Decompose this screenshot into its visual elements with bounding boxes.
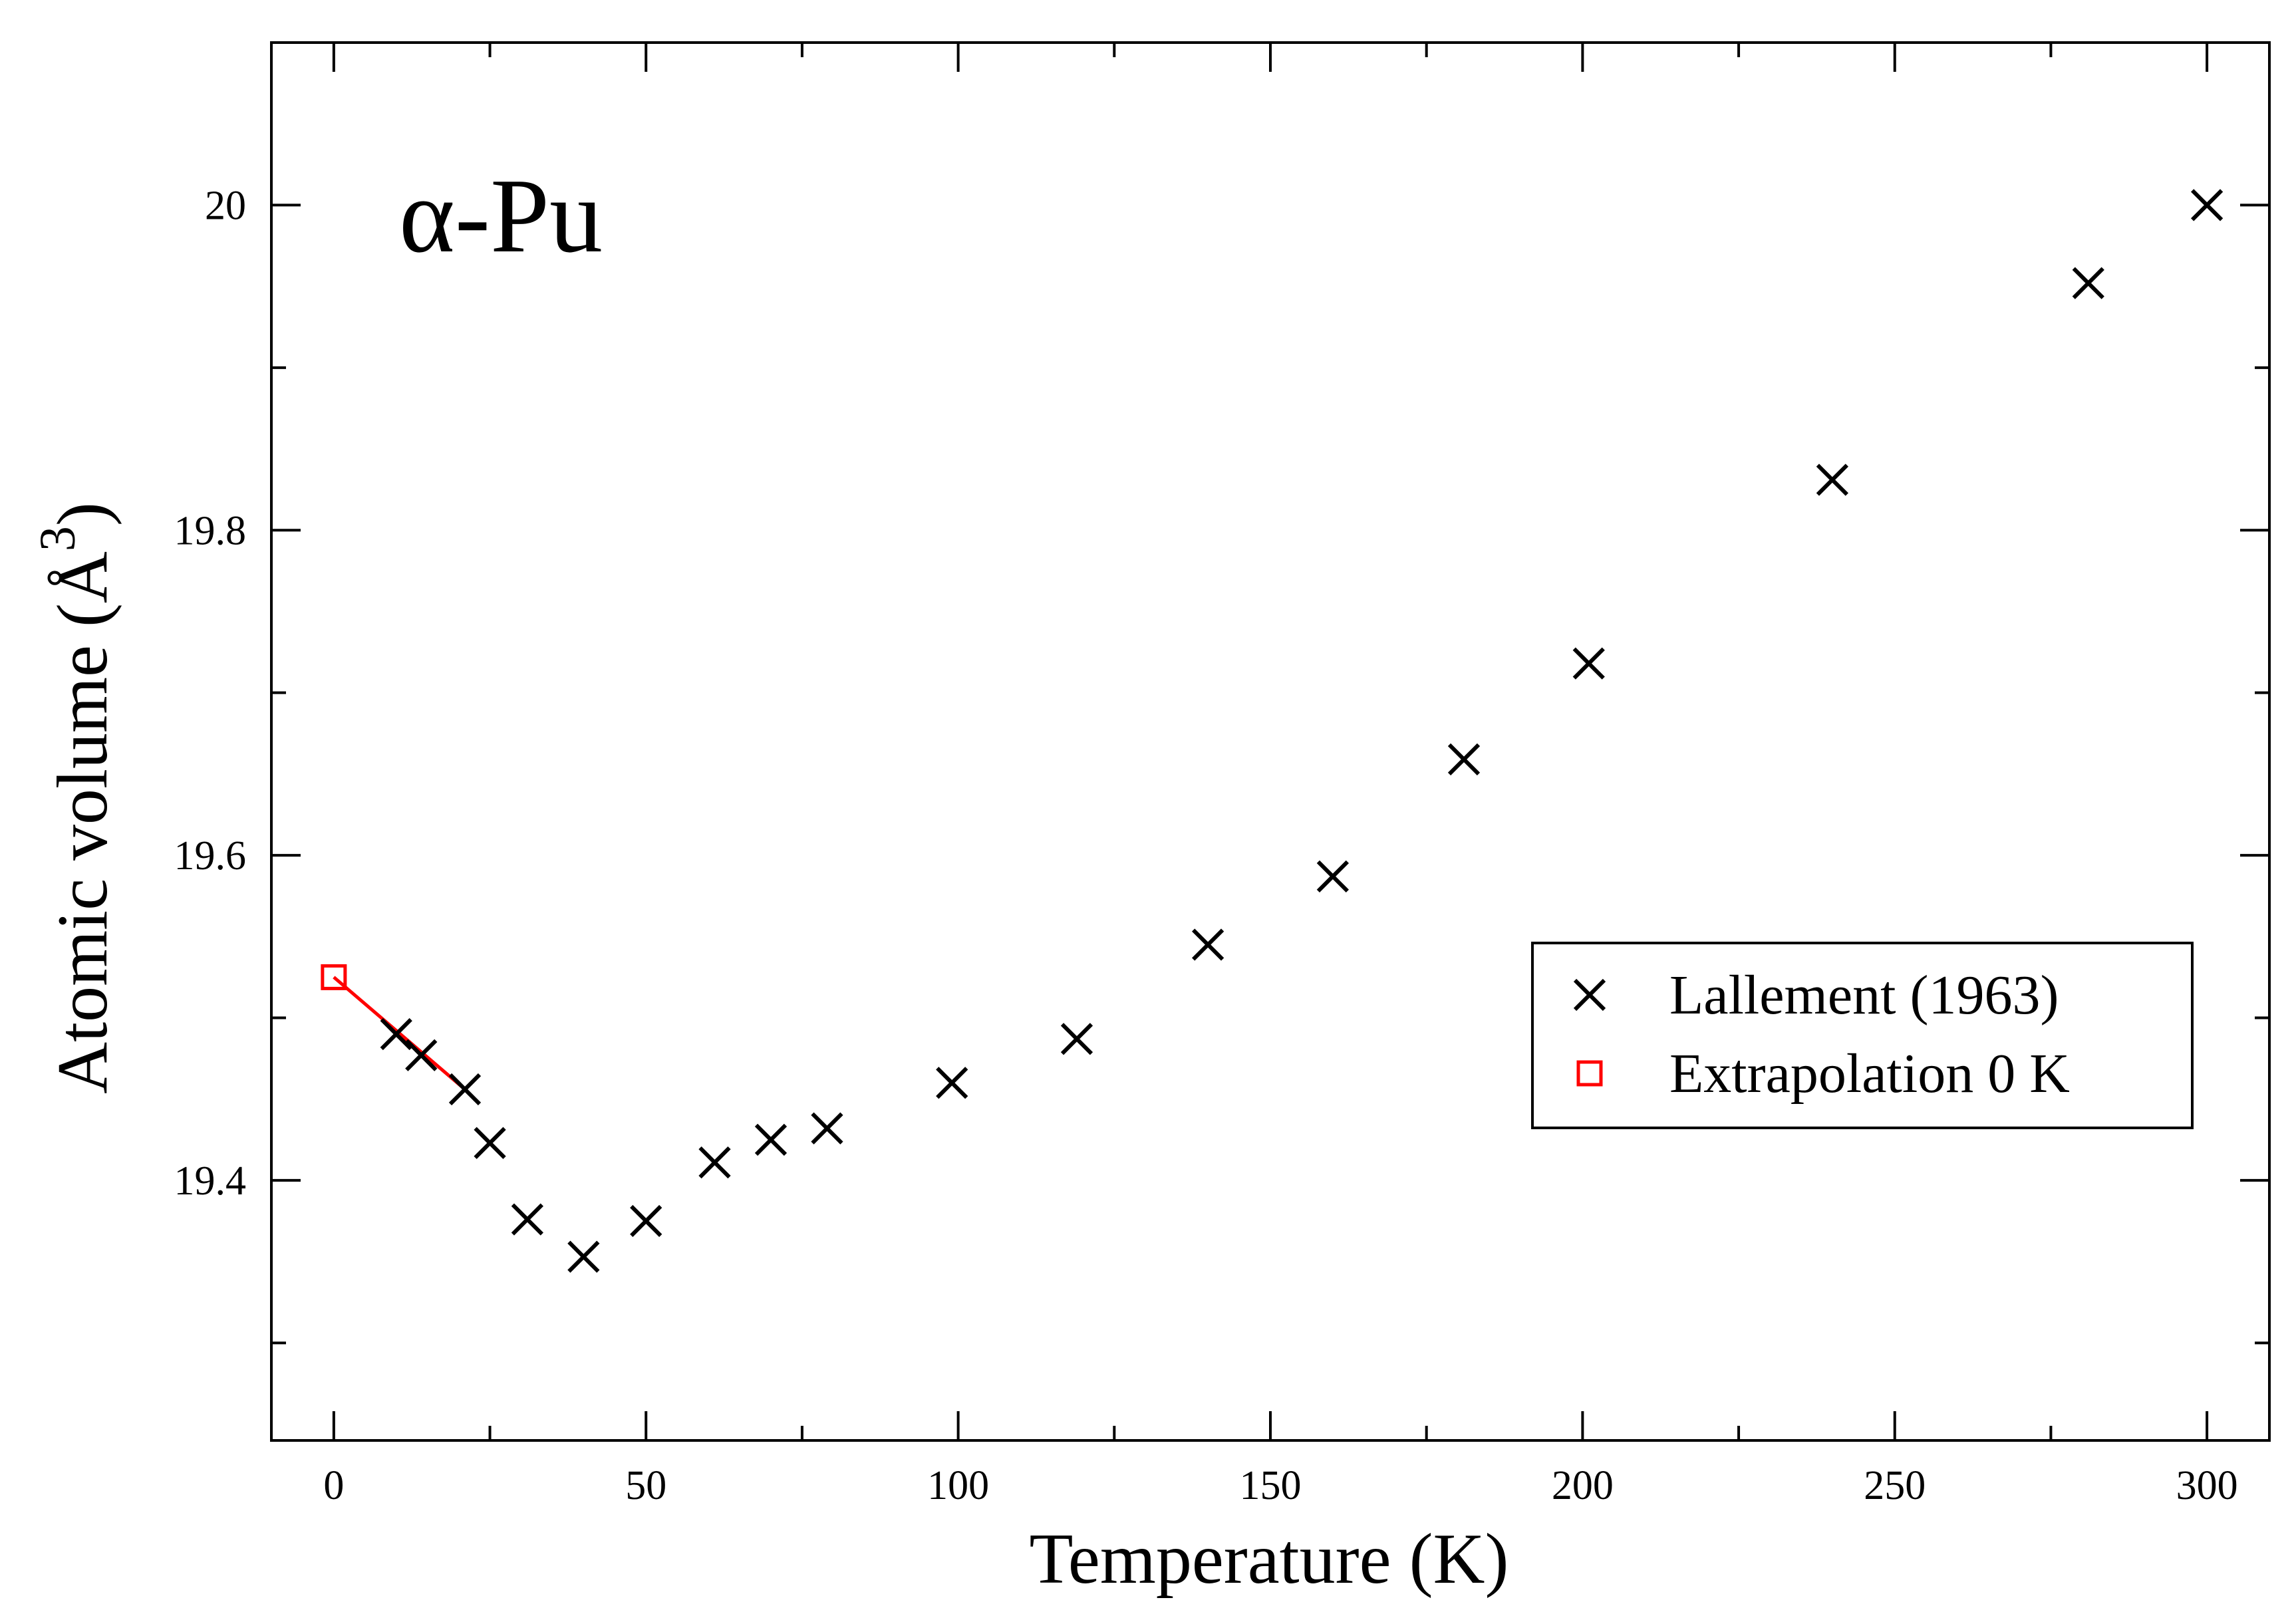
data-point-lallement [1816, 464, 1848, 496]
data-point-lallement-stroke [448, 1073, 482, 1106]
y-axis-title-superscript: 3 [30, 526, 86, 551]
legend-marker-extrapolation [1576, 1060, 1603, 1087]
data-point-lallement [511, 1203, 544, 1236]
data-point-lallement [474, 1127, 506, 1159]
data-point-lallement [1316, 860, 1349, 892]
chart-annotation: α-Pu [399, 156, 603, 275]
plot-area-frame [270, 41, 2271, 1442]
y-axis-title-prefix: Atomic volume ( [43, 603, 122, 1094]
data-point-lallement-stroke [380, 1017, 412, 1051]
x-tick-label: 100 [927, 1463, 989, 1508]
data-point-lallement-stroke [511, 1203, 544, 1236]
x-tick-label: 200 [1552, 1463, 1614, 1508]
data-point-lallement-stroke [567, 1240, 600, 1273]
x-axis-title: Temperature (K) [1029, 1520, 1508, 1599]
legend-label-lallement: Lallement (1963) [1669, 964, 2059, 1026]
tick-labels: 0 50 100 150 200 250 300 19.4 19.6 19.8 20 [174, 183, 2238, 1508]
data-point-lallement-stroke [474, 1127, 506, 1159]
x-tick-label: 0 [323, 1463, 344, 1508]
legend-square-icon [1576, 1060, 1603, 1087]
data-point-extrapolation [321, 964, 347, 990]
data-point-lallement [2191, 189, 2224, 221]
x-tick-label: 250 [1864, 1463, 1926, 1508]
legend-cross-icon [1573, 978, 1606, 1012]
y-tick-label: 20 [205, 183, 246, 228]
legend: Lallement (1963) Extrapolation 0 K [1531, 942, 2194, 1129]
data-point-lallement-stroke [630, 1204, 662, 1238]
data-series [321, 189, 2224, 1273]
data-point-lallement [754, 1123, 788, 1156]
x-tick-label: 150 [1240, 1463, 1302, 1508]
data-point-lallement [405, 1039, 438, 1071]
y-axis-title-suffix: ) [43, 502, 122, 526]
y-tick-label: 19.8 [174, 508, 247, 553]
data-point-lallement [936, 1067, 968, 1099]
x-tick-label: 50 [625, 1463, 666, 1508]
data-point-lallement [1572, 647, 1605, 680]
data-point-lallement [567, 1240, 600, 1273]
data-point-lallement-stroke [811, 1112, 843, 1145]
data-point-lallement-stroke [1447, 743, 1481, 776]
y-tick-label: 19.6 [174, 833, 247, 878]
tick-marks [271, 43, 2269, 1440]
legend-box [1531, 942, 2194, 1129]
data-point-lallement-stroke [405, 1039, 438, 1071]
x-tick-label: 300 [2176, 1463, 2238, 1508]
data-point-lallement-stroke [2072, 267, 2104, 299]
data-point-lallement-stroke [936, 1067, 968, 1099]
data-point-lallement [698, 1146, 731, 1179]
data-point-lallement [1447, 743, 1481, 776]
y-axis-title: Atomic volume (Å3) [30, 502, 122, 1094]
data-point-lallement [448, 1073, 482, 1106]
data-point-lallement [380, 1017, 412, 1051]
data-point-lallement [1192, 928, 1224, 961]
legend-cross-icon-stroke [1573, 978, 1606, 1012]
data-point-lallement-stroke [1816, 464, 1848, 496]
data-point-lallement-stroke [1572, 647, 1605, 680]
legend-label-extrapolation: Extrapolation 0 K [1669, 1043, 2070, 1105]
data-point-lallement-stroke [2191, 189, 2224, 221]
y-tick-label: 19.4 [174, 1158, 247, 1204]
data-point-lallement [2072, 267, 2104, 299]
y-axis-title-unit: Å [43, 551, 122, 603]
data-point-lallement [630, 1204, 662, 1238]
data-point-lallement [1060, 1023, 1093, 1055]
data-point-lallement-stroke [698, 1146, 731, 1179]
data-point-lallement-stroke [1192, 928, 1224, 961]
data-point-lallement-stroke [1316, 860, 1349, 892]
data-point-lallement [811, 1112, 843, 1145]
legend-marker-lallement [1573, 978, 1606, 1012]
data-point-lallement-stroke [1060, 1023, 1093, 1055]
data-point-lallement-stroke [754, 1123, 788, 1156]
